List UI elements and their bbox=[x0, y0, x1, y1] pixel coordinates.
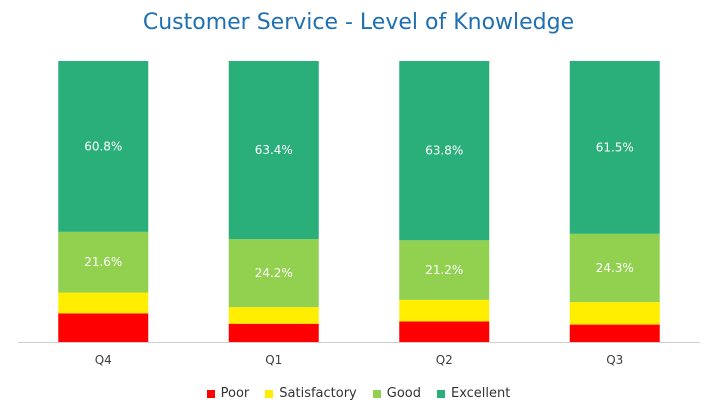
bar-segment-poor-q3 bbox=[569, 324, 660, 342]
bar-segment-excellent-q3 bbox=[569, 61, 660, 234]
x-tick-label: Q2 bbox=[436, 353, 453, 367]
legend-label: Excellent bbox=[450, 386, 511, 401]
bar-segment-good-q4 bbox=[58, 231, 149, 293]
data-label-excellent-q3: 61.5% bbox=[596, 140, 634, 154]
bar-segment-satisfactory-q3 bbox=[569, 302, 660, 325]
data-label-good-q2: 21.2% bbox=[425, 263, 463, 277]
bar-segment-good-q3 bbox=[569, 233, 660, 303]
bar-segment-excellent-q1 bbox=[228, 61, 319, 240]
legend-swatch bbox=[206, 389, 215, 398]
legend-item-satisfactory: Satisfactory bbox=[265, 386, 357, 401]
legend-swatch bbox=[372, 389, 381, 398]
data-label-excellent-q4: 60.8% bbox=[84, 139, 122, 153]
bar-segment-excellent-q2 bbox=[399, 61, 490, 241]
bar-segment-poor-q1 bbox=[228, 323, 319, 342]
data-label-excellent-q1: 63.4% bbox=[255, 143, 293, 157]
legend-label: Poor bbox=[220, 386, 250, 401]
legend-item-good: Good bbox=[372, 386, 421, 401]
data-label-good-q3: 24.3% bbox=[596, 261, 634, 275]
chart-legend: Poor Satisfactory Good Excellent bbox=[0, 386, 717, 401]
data-label-excellent-q2: 63.8% bbox=[425, 144, 463, 158]
x-tick-label: Q1 bbox=[265, 353, 282, 367]
legend-swatch bbox=[265, 389, 274, 398]
legend-label: Good bbox=[386, 386, 421, 401]
bar-segment-poor-q4 bbox=[58, 313, 149, 342]
bar-segment-excellent-q4 bbox=[58, 61, 149, 232]
bar-segment-good-q1 bbox=[228, 239, 319, 308]
legend-swatch bbox=[436, 389, 445, 398]
chart-title: Customer Service - Level of Knowledge bbox=[142, 10, 575, 35]
bar-segment-poor-q2 bbox=[399, 321, 490, 342]
legend-label: Satisfactory bbox=[279, 386, 357, 401]
data-label-good-q4: 21.6% bbox=[84, 255, 122, 269]
x-tick-label: Q3 bbox=[606, 353, 623, 367]
data-label-good-q1: 24.2% bbox=[255, 266, 293, 280]
bar-segment-good-q2 bbox=[399, 240, 490, 300]
bar-segment-satisfactory-q2 bbox=[399, 299, 490, 322]
x-tick-label: Q4 bbox=[95, 353, 112, 367]
bar-segment-satisfactory-q4 bbox=[58, 292, 149, 314]
legend-item-excellent: Excellent bbox=[436, 386, 511, 401]
legend-item-poor: Poor bbox=[206, 386, 250, 401]
bar-segment-satisfactory-q1 bbox=[228, 307, 319, 324]
